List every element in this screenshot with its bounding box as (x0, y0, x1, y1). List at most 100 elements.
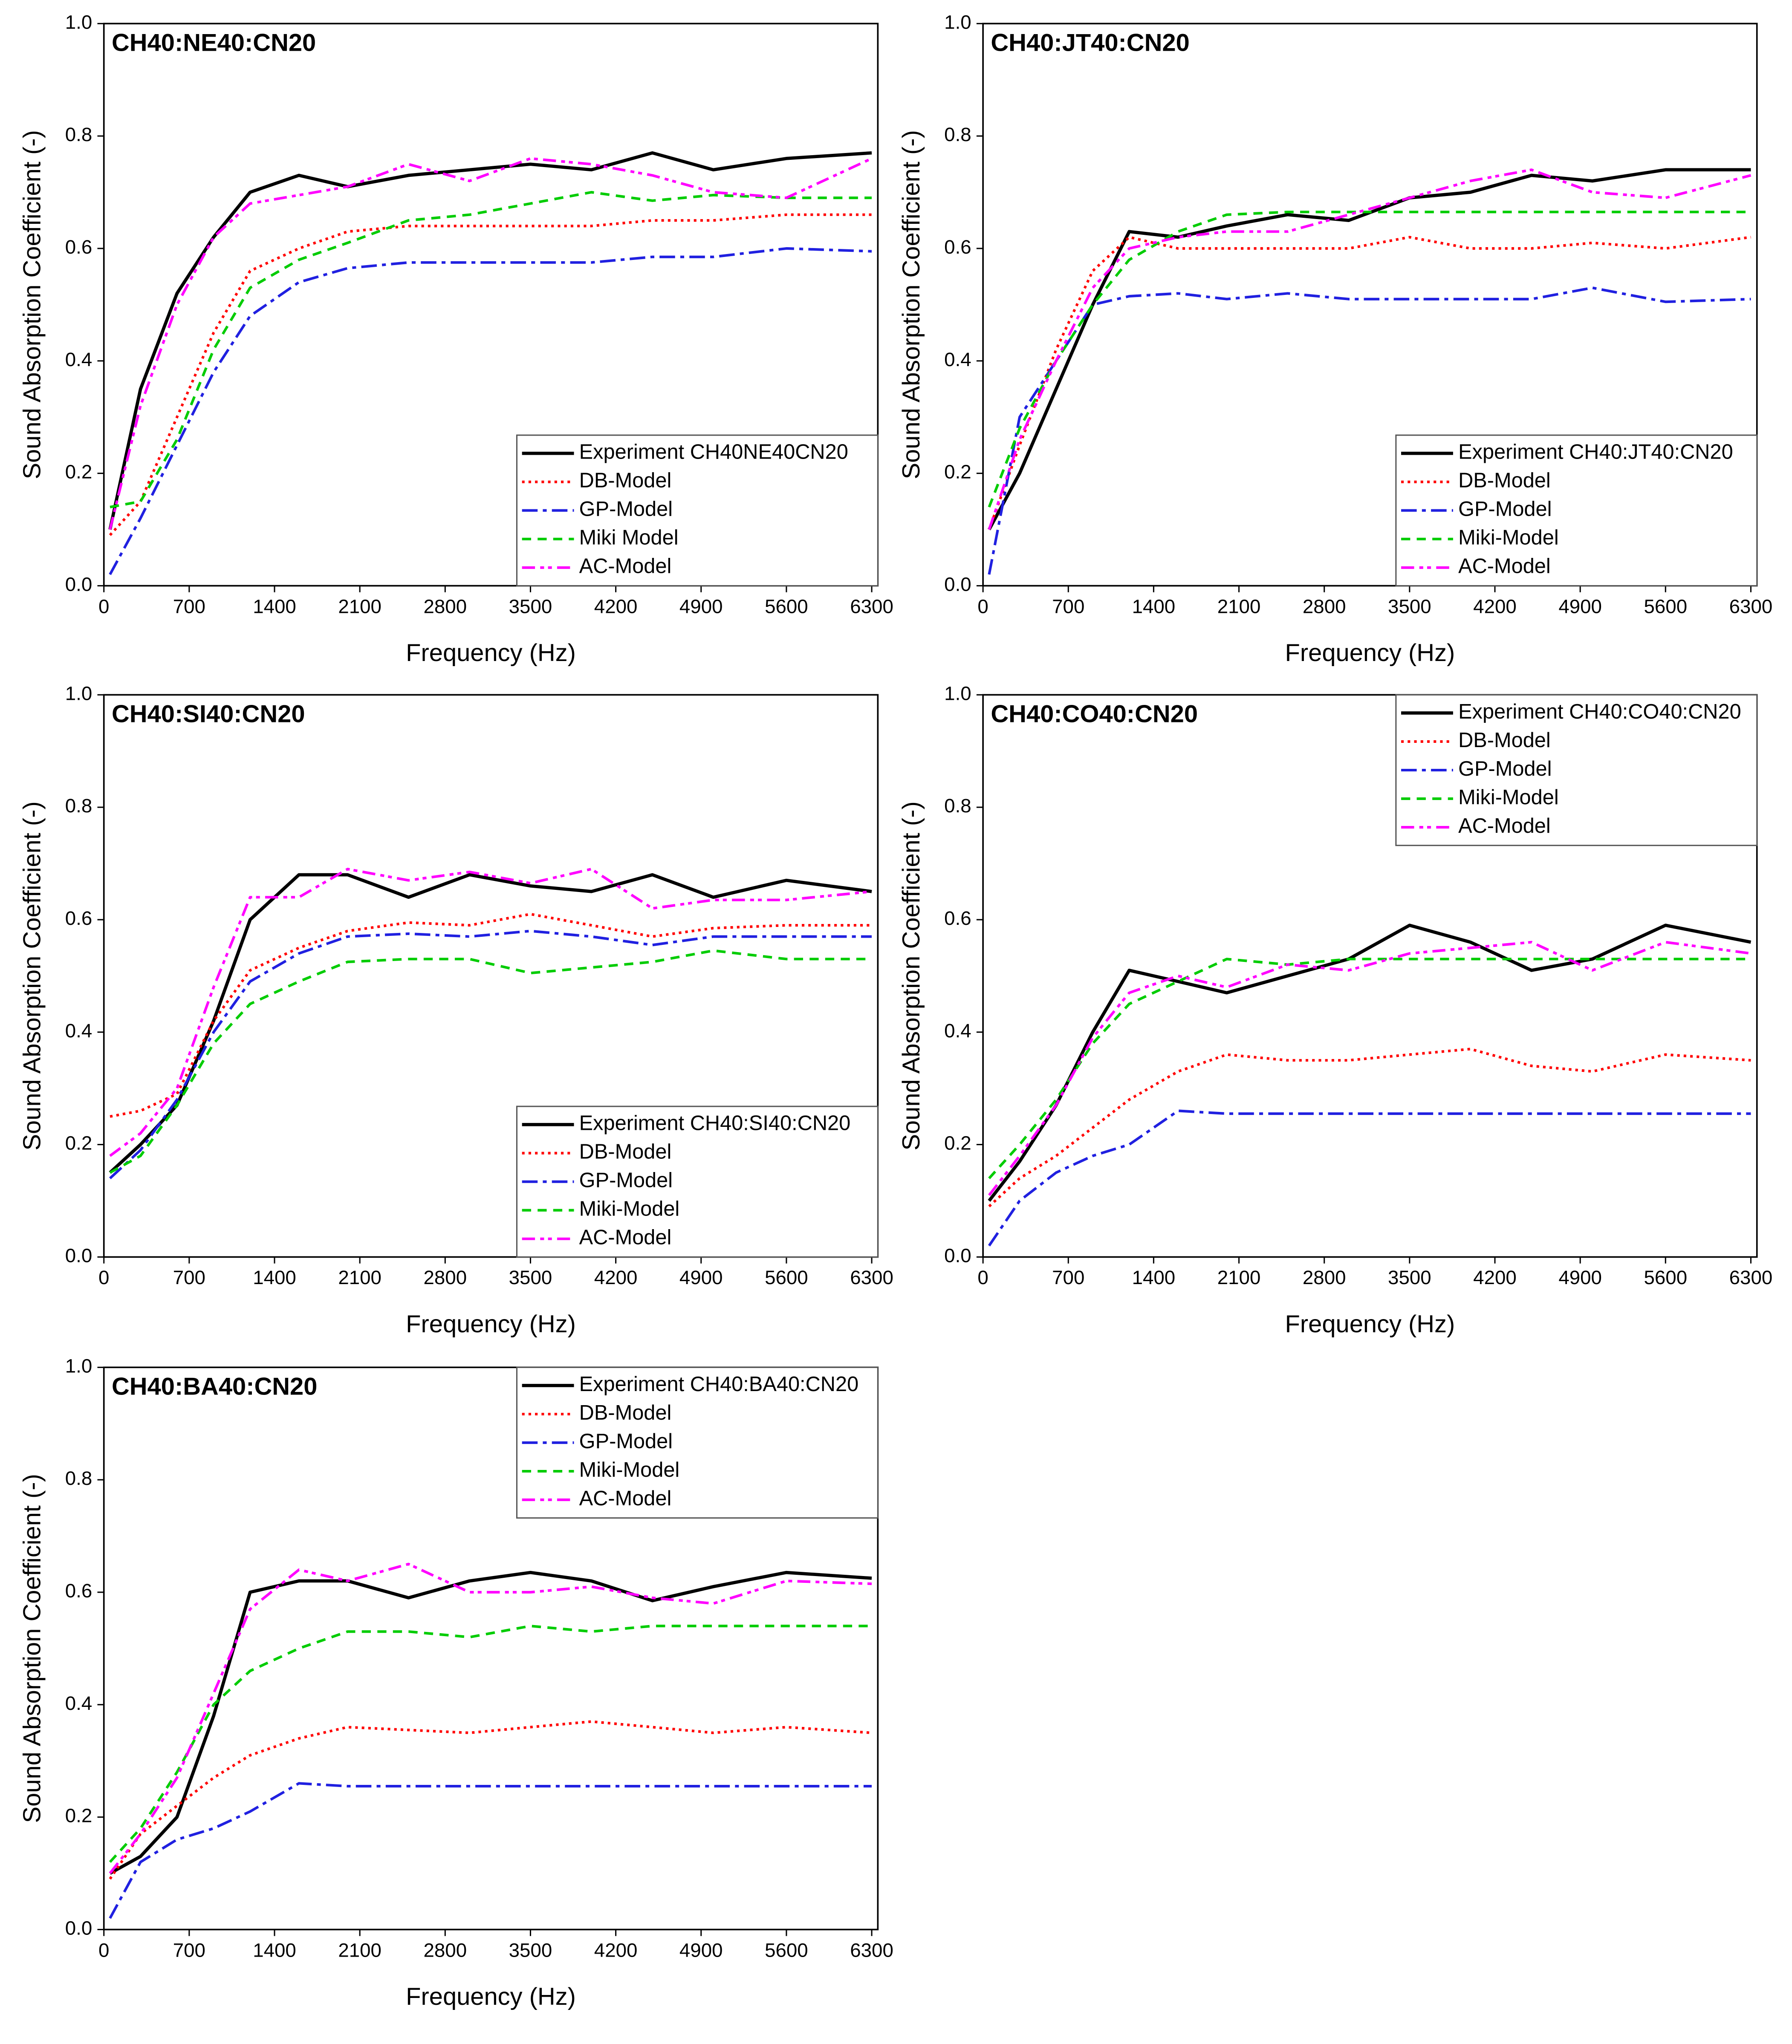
y-tick-label: 0.0 (65, 573, 92, 595)
legend-label: GP-Model (579, 498, 673, 521)
y-tick-label: 1.0 (65, 1355, 92, 1377)
data-line (988, 286, 1751, 575)
legend-box (1395, 434, 1758, 586)
plot-frame (982, 23, 1758, 587)
x-tick-label: 2800 (423, 1939, 467, 1961)
x-tick-label: 5600 (765, 1939, 808, 1961)
x-tick-label: 700 (1052, 1267, 1084, 1288)
x-tick-label: 2100 (1217, 1267, 1261, 1288)
legend-label: Experiment CH40:CO40:CN20 (1458, 700, 1741, 723)
y-tick-label: 0.8 (65, 1467, 92, 1489)
y-tick-label: 0.2 (65, 1805, 92, 1827)
y-tick-label: 0.8 (65, 795, 92, 817)
legend-label: GP-Model (1458, 757, 1552, 780)
x-tick-label: 4900 (679, 1939, 723, 1961)
legend-label: Miki Model (579, 526, 679, 549)
chart-title: CH40:JT40:CN20 (991, 29, 1189, 56)
chart-title: CH40:NE40:CN20 (112, 29, 316, 56)
y-tick-label: 0.8 (944, 795, 971, 817)
x-tick-label: 0 (98, 1939, 109, 1961)
data-line (988, 924, 1752, 1202)
x-axis-label: Frequency (Hz) (406, 1311, 576, 1338)
y-tick-label: 0.0 (944, 573, 971, 595)
x-tick-label: 700 (1052, 595, 1084, 617)
data-line (109, 1782, 872, 1919)
x-tick-label: 4900 (1558, 595, 1602, 617)
x-tick-label: 3500 (1388, 1267, 1431, 1288)
data-line (988, 168, 1752, 530)
y-tick-label: 0.0 (944, 1244, 971, 1266)
data-line (988, 236, 1751, 530)
chart-title: CH40:BA40:CN20 (112, 1373, 317, 1400)
y-tick-label: 0.8 (944, 124, 971, 145)
x-tick-label: 4900 (679, 1267, 723, 1288)
x-tick-label: 4200 (594, 595, 638, 617)
x-tick-label: 2800 (1303, 595, 1346, 617)
data-line (110, 912, 872, 1118)
data-line (109, 868, 872, 1157)
y-tick-label: 1.0 (65, 11, 92, 33)
y-tick-label: 0.2 (944, 461, 971, 483)
y-tick-label: 0.0 (65, 1244, 92, 1266)
x-tick-label: 6300 (850, 1267, 893, 1288)
x-tick-label: 3500 (509, 1939, 552, 1961)
x-tick-label: 3500 (509, 595, 552, 617)
data-line (109, 1720, 872, 1880)
x-tick-label: 6300 (850, 595, 893, 617)
x-tick-label: 0 (98, 1267, 109, 1288)
x-axis-label: Frequency (Hz) (406, 639, 576, 667)
y-axis-label: Sound Absorption Coefficient (-) (898, 130, 925, 479)
x-tick-label: 4900 (1558, 1267, 1602, 1288)
x-tick-label: 700 (173, 595, 205, 617)
x-tick-label: 3500 (509, 1267, 552, 1288)
x-tick-label: 0 (98, 595, 109, 617)
data-line (109, 157, 873, 530)
chart-title: CH40:SI40:CN20 (112, 700, 305, 728)
y-tick-label: 0.8 (65, 124, 92, 145)
chart-title: CH40:CO40:CN20 (991, 700, 1198, 728)
data-line (109, 213, 872, 536)
legend-label: AC-Model (1458, 814, 1551, 837)
x-tick-label: 6300 (850, 1939, 893, 1961)
legend-box (516, 434, 879, 586)
x-tick-label: 2800 (1303, 1267, 1346, 1288)
x-tick-label: 2100 (1217, 595, 1261, 617)
data-line (988, 1109, 1751, 1247)
legend-label: GP-Model (579, 1169, 673, 1192)
data-line (109, 949, 872, 1174)
x-tick-label: 2800 (423, 595, 467, 617)
data-line (988, 941, 1751, 1196)
x-tick-label: 1400 (253, 1267, 296, 1288)
legend-label: Experiment CH40:SI40:CN20 (579, 1112, 851, 1135)
data-line (110, 191, 872, 508)
x-tick-label: 2100 (338, 595, 382, 617)
x-tick-label: 2100 (338, 1939, 382, 1961)
legend-label: DB-Model (579, 469, 672, 492)
legend-label: DB-Model (579, 1140, 672, 1163)
data-line (988, 168, 1751, 531)
legend-label: Miki-Model (1458, 786, 1559, 809)
legend-label: GP-Model (1458, 498, 1552, 521)
legend-label: AC-Model (579, 1487, 672, 1510)
legend-box (1395, 694, 1758, 846)
x-tick-label: 2800 (423, 1267, 467, 1288)
x-tick-label: 4200 (594, 1939, 638, 1961)
y-tick-label: 0.4 (65, 1692, 92, 1714)
data-line (988, 958, 1751, 1179)
legend-label: Experiment CH40:JT40:CN20 (1458, 441, 1733, 464)
legend-label: DB-Model (579, 1401, 672, 1424)
y-tick-label: 0.0 (65, 1917, 92, 1939)
legend-label: AC-Model (579, 555, 672, 578)
x-tick-label: 5600 (1644, 595, 1687, 617)
data-line (109, 930, 872, 1180)
x-tick-label: 0 (977, 595, 988, 617)
y-tick-label: 0.2 (944, 1132, 971, 1154)
x-tick-label: 4900 (679, 595, 723, 617)
y-axis-label: Sound Absorption Coefficient (-) (19, 801, 46, 1150)
data-line (109, 1562, 872, 1874)
y-tick-label: 0.6 (65, 236, 92, 258)
plot-frame (103, 1366, 879, 1931)
legend-label: Experiment CH40:BA40:CN20 (579, 1373, 859, 1396)
